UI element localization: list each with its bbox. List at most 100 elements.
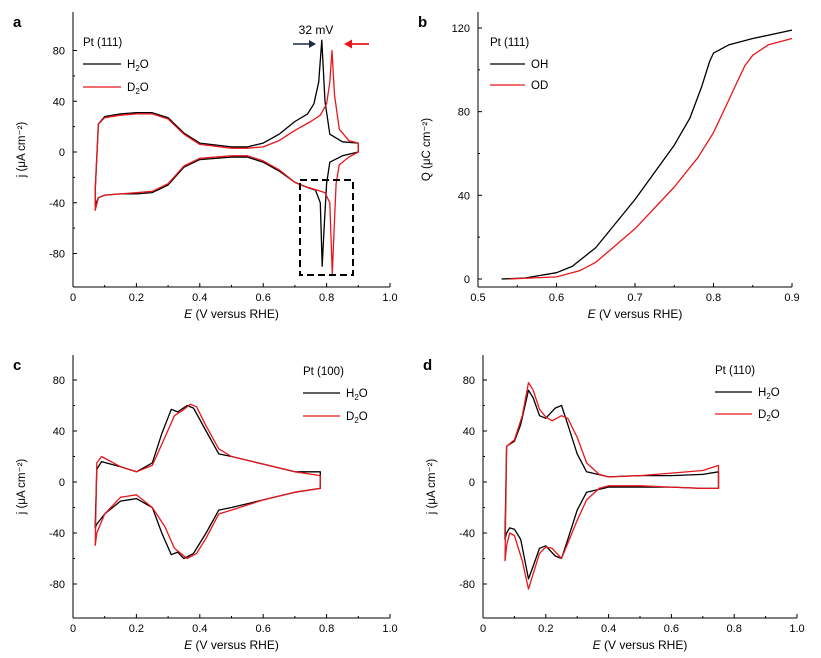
y-tick-label: 120 (452, 23, 470, 35)
y-tick-label: 40 (463, 426, 475, 438)
x-tick-label: 0.6 (256, 623, 271, 635)
x-tick-label: 1.0 (382, 292, 397, 304)
legend-label-base: H (758, 387, 766, 399)
x-tick-label: 0 (70, 292, 76, 304)
panel-b: 0.5 0.6 0.7 0.8 0.9 0 40 80 120 b E (V versus RHE)… (418, 12, 800, 321)
x-axis-label-rest: (V versus RHE) (192, 307, 279, 321)
y-tick-label: 80 (53, 375, 65, 387)
legend-label-tail: O (140, 82, 149, 94)
y-tick-label: 0 (464, 274, 470, 286)
legend-label: H2O (127, 59, 149, 73)
y-tick-label: 80 (458, 107, 470, 119)
legend-title: Pt (110) (715, 365, 755, 377)
panel-letter: c (13, 357, 21, 374)
y-tick-label: -40 (49, 198, 65, 210)
x-tick-label: 0.6 (664, 623, 679, 635)
legend-title: Pt (111) (490, 37, 529, 49)
panel-letter: a (13, 14, 22, 31)
x-tick-label: 0.2 (538, 623, 553, 635)
y-tick-label: 0 (59, 147, 65, 159)
x-axis-label-italic: E (184, 638, 193, 652)
panel-a: 0 0.2 0.4 0.6 0.8 1.0 80 40 0 -40 -80 a E (V versus … (13, 12, 398, 321)
highlight-box (299, 179, 354, 276)
x-axis-label: E (V versus RHE) (184, 638, 279, 652)
legend-label-base: D (758, 409, 766, 421)
legend-label: OD (531, 80, 548, 92)
x-tick-label: 0.2 (129, 292, 144, 304)
legend-label-sub: 2 (766, 392, 771, 401)
x-tick-label: 0 (480, 623, 486, 635)
legend-title: Pt (111) (83, 37, 122, 49)
x-axis-label: E (V versus RHE) (588, 307, 683, 321)
x-tick-label: 0.5 (470, 292, 485, 304)
y-tick-label: -40 (49, 528, 65, 540)
x-tick-label: 0.9 (784, 292, 799, 304)
legend-title: Pt (100) (303, 366, 344, 378)
series-line-od (509, 37, 793, 280)
series-line-h2o (94, 39, 359, 267)
y-tick-label: 40 (458, 190, 470, 202)
legend-label-base: H (127, 59, 135, 71)
legend-label-base: H (346, 388, 354, 400)
legend-label-sub: 2 (766, 414, 771, 423)
x-tick-label: 1.0 (789, 623, 804, 635)
arrow-d2o-head (344, 39, 352, 49)
legend-label: D2O (127, 82, 149, 96)
panel-d: 0 0.2 0.4 0.6 0.8 1.0 80 40 0 -40 -80 d E (V versus … (423, 355, 805, 652)
x-tick-label: 0.4 (192, 292, 207, 304)
y-axis-label: Q (μC cm⁻²) (421, 118, 433, 181)
x-tick-label: 0.6 (549, 292, 564, 304)
legend-label-sub: 2 (354, 393, 359, 402)
peak-separation-label: 32 mV (299, 23, 334, 37)
y-tick-label: 80 (53, 46, 65, 58)
legend-label: OH (531, 59, 548, 71)
x-axis-label: E (V versus RHE) (593, 638, 688, 652)
legend-label: H2O (758, 387, 780, 401)
y-tick-label: 0 (59, 477, 65, 489)
series-line-d2o (94, 49, 359, 275)
y-tick-label: 80 (463, 375, 475, 387)
y-tick-label: -40 (459, 528, 475, 540)
x-tick-label: 0.8 (319, 623, 334, 635)
legend-label-base: D (127, 82, 135, 94)
series-line-oh (501, 29, 793, 280)
x-tick-label: 0.6 (256, 292, 271, 304)
legend-label-tail: O (140, 59, 149, 71)
x-tick-label: 0.8 (319, 292, 334, 304)
legend-label-tail: O (359, 411, 368, 423)
legend-label-tail: O (771, 387, 780, 399)
x-tick-label: 0.2 (129, 623, 144, 635)
legend-label-sub: 2 (135, 64, 140, 73)
legend-label: D2O (346, 411, 368, 425)
x-axis-label-italic: E (184, 307, 193, 321)
series-line-d2o (504, 381, 720, 590)
x-axis-label-rest: (V versus RHE) (596, 307, 683, 321)
x-tick-label: 1.0 (382, 623, 397, 635)
y-tick-label: 40 (53, 426, 65, 438)
legend-label-base: D (346, 411, 354, 423)
x-tick-label: 0.8 (706, 292, 721, 304)
x-tick-label: 0 (70, 623, 76, 635)
arrow-h2o-head (309, 40, 316, 48)
legend-label: D2O (758, 409, 780, 423)
legend-label: H2O (346, 388, 368, 402)
y-axis-label: j (μA cm⁻²) (426, 459, 438, 516)
x-axis-label-rest: (V versus RHE) (601, 638, 688, 652)
x-tick-label: 0.4 (601, 623, 616, 635)
y-tick-label: -80 (49, 579, 65, 591)
legend-label-tail: O (359, 388, 368, 400)
y-axis-label: j (μA cm⁻²) (16, 459, 28, 516)
series-line-d2o (94, 403, 321, 560)
y-tick-label: -80 (49, 249, 65, 261)
legend-label-sub: 2 (135, 87, 140, 96)
legend-label-tail: O (771, 409, 780, 421)
y-tick-label: 40 (53, 96, 65, 108)
panel-letter: d (423, 357, 432, 374)
y-tick-label: 0 (469, 477, 475, 489)
x-tick-label: 0.8 (727, 623, 742, 635)
panel-letter: b (418, 14, 427, 31)
x-tick-label: 0.7 (627, 292, 642, 304)
panel-c: 0 0.2 0.4 0.6 0.8 1.0 80 40 0 -40 -80 c E (V versus … (13, 355, 398, 652)
x-tick-label: 0.4 (192, 623, 207, 635)
